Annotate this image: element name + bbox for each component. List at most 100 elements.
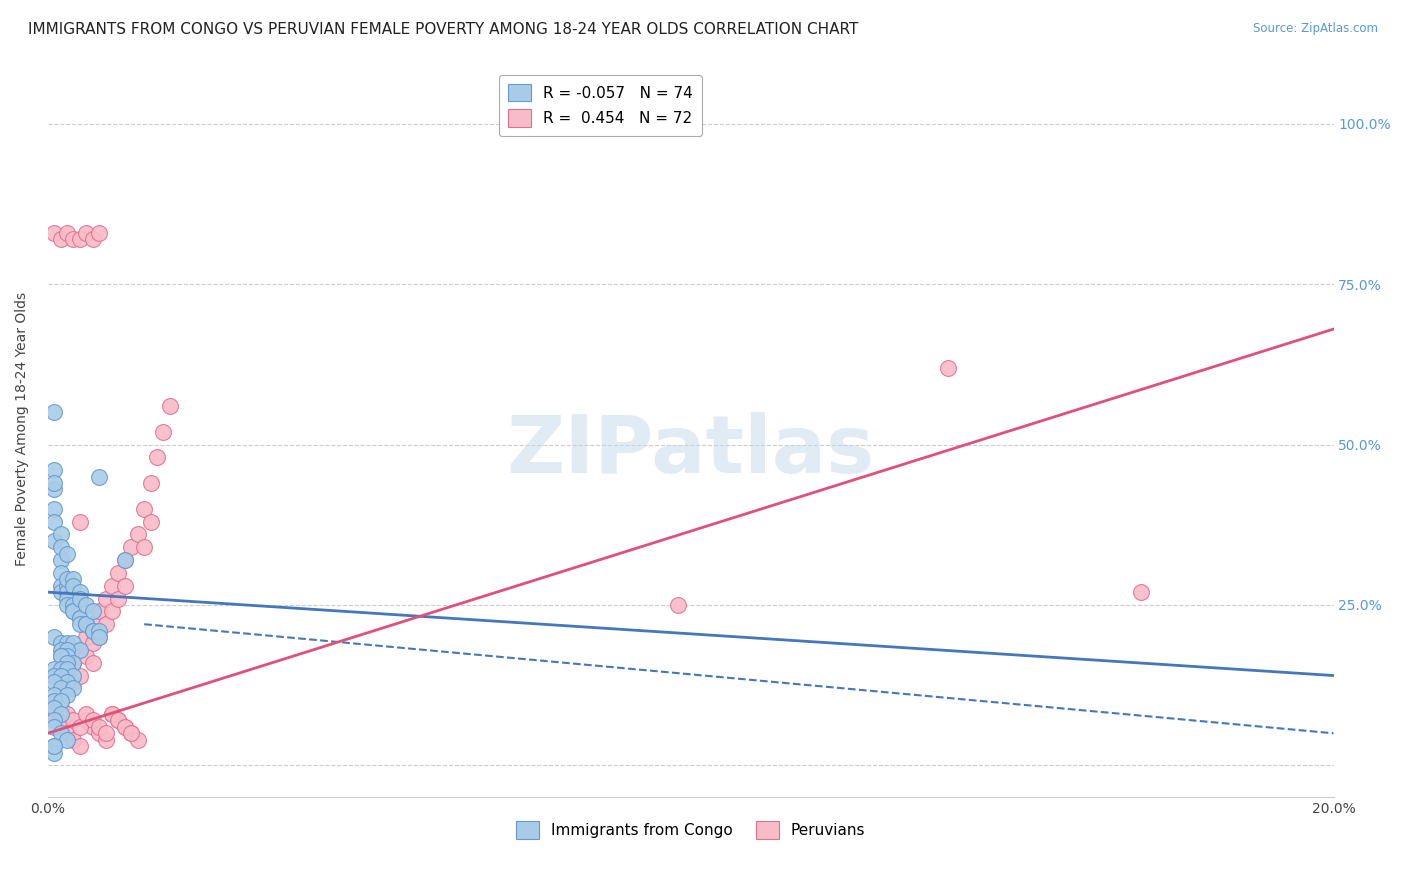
Point	[44, 720, 66, 734]
Point	[49, 668, 72, 682]
Point	[49, 706, 72, 721]
Text: Source: ZipAtlas.com: Source: ZipAtlas.com	[1253, 22, 1378, 36]
Point	[49, 232, 72, 246]
Point	[44, 694, 66, 708]
Point	[89, 469, 111, 483]
Point	[62, 598, 84, 612]
Point	[44, 746, 66, 760]
Point	[49, 694, 72, 708]
Point	[44, 483, 66, 497]
Point	[62, 681, 84, 696]
Point	[62, 579, 84, 593]
Point	[56, 675, 79, 690]
Point	[56, 688, 79, 702]
Point	[120, 540, 142, 554]
Point	[101, 706, 124, 721]
Point	[62, 572, 84, 586]
Point	[159, 399, 181, 413]
Point	[56, 547, 79, 561]
Point	[44, 706, 66, 721]
Point	[75, 617, 97, 632]
Point	[134, 540, 156, 554]
Point	[82, 232, 104, 246]
Point	[69, 591, 91, 606]
Point	[49, 643, 72, 657]
Point	[44, 668, 66, 682]
Point	[49, 681, 72, 696]
Point	[62, 604, 84, 618]
Point	[62, 232, 84, 246]
Point	[44, 700, 66, 714]
Point	[62, 604, 84, 618]
Point	[82, 604, 104, 618]
Point	[666, 598, 689, 612]
Point	[89, 726, 111, 740]
Point	[56, 636, 79, 650]
Point	[1129, 585, 1152, 599]
Point	[127, 732, 149, 747]
Point	[56, 662, 79, 676]
Point	[56, 598, 79, 612]
Point	[82, 656, 104, 670]
Point	[107, 591, 129, 606]
Point	[114, 553, 136, 567]
Point	[62, 668, 84, 682]
Point	[49, 662, 72, 676]
Text: ZIPatlas: ZIPatlas	[506, 412, 875, 490]
Point	[69, 643, 91, 657]
Point	[69, 611, 91, 625]
Point	[44, 688, 66, 702]
Point	[49, 649, 72, 664]
Point	[49, 566, 72, 580]
Point	[69, 720, 91, 734]
Point	[139, 476, 162, 491]
Point	[44, 675, 66, 690]
Y-axis label: Female Poverty Among 18-24 Year Olds: Female Poverty Among 18-24 Year Olds	[15, 292, 30, 566]
Point	[89, 630, 111, 644]
Point	[44, 501, 66, 516]
Point	[120, 726, 142, 740]
Point	[62, 656, 84, 670]
Point	[49, 540, 72, 554]
Point	[82, 624, 104, 638]
Point	[82, 714, 104, 728]
Point	[69, 643, 91, 657]
Point	[69, 668, 91, 682]
Point	[69, 585, 91, 599]
Point	[56, 585, 79, 599]
Point	[101, 579, 124, 593]
Point	[56, 591, 79, 606]
Point	[75, 649, 97, 664]
Point	[49, 700, 72, 714]
Point	[89, 630, 111, 644]
Point	[89, 604, 111, 618]
Legend: Immigrants from Congo, Peruvians: Immigrants from Congo, Peruvians	[510, 815, 872, 845]
Point	[107, 566, 129, 580]
Point	[44, 533, 66, 548]
Point	[62, 656, 84, 670]
Point	[101, 604, 124, 618]
Point	[44, 515, 66, 529]
Point	[62, 714, 84, 728]
Point	[56, 649, 79, 664]
Point	[56, 585, 79, 599]
Point	[49, 553, 72, 567]
Point	[56, 643, 79, 657]
Point	[75, 617, 97, 632]
Point	[107, 714, 129, 728]
Point	[107, 714, 129, 728]
Point	[56, 579, 79, 593]
Point	[49, 726, 72, 740]
Point	[49, 585, 72, 599]
Point	[69, 232, 91, 246]
Point	[62, 675, 84, 690]
Point	[62, 732, 84, 747]
Point	[75, 630, 97, 644]
Point	[56, 662, 79, 676]
Point	[49, 720, 72, 734]
Point	[82, 617, 104, 632]
Point	[75, 598, 97, 612]
Point	[44, 476, 66, 491]
Point	[146, 450, 169, 465]
Point	[69, 611, 91, 625]
